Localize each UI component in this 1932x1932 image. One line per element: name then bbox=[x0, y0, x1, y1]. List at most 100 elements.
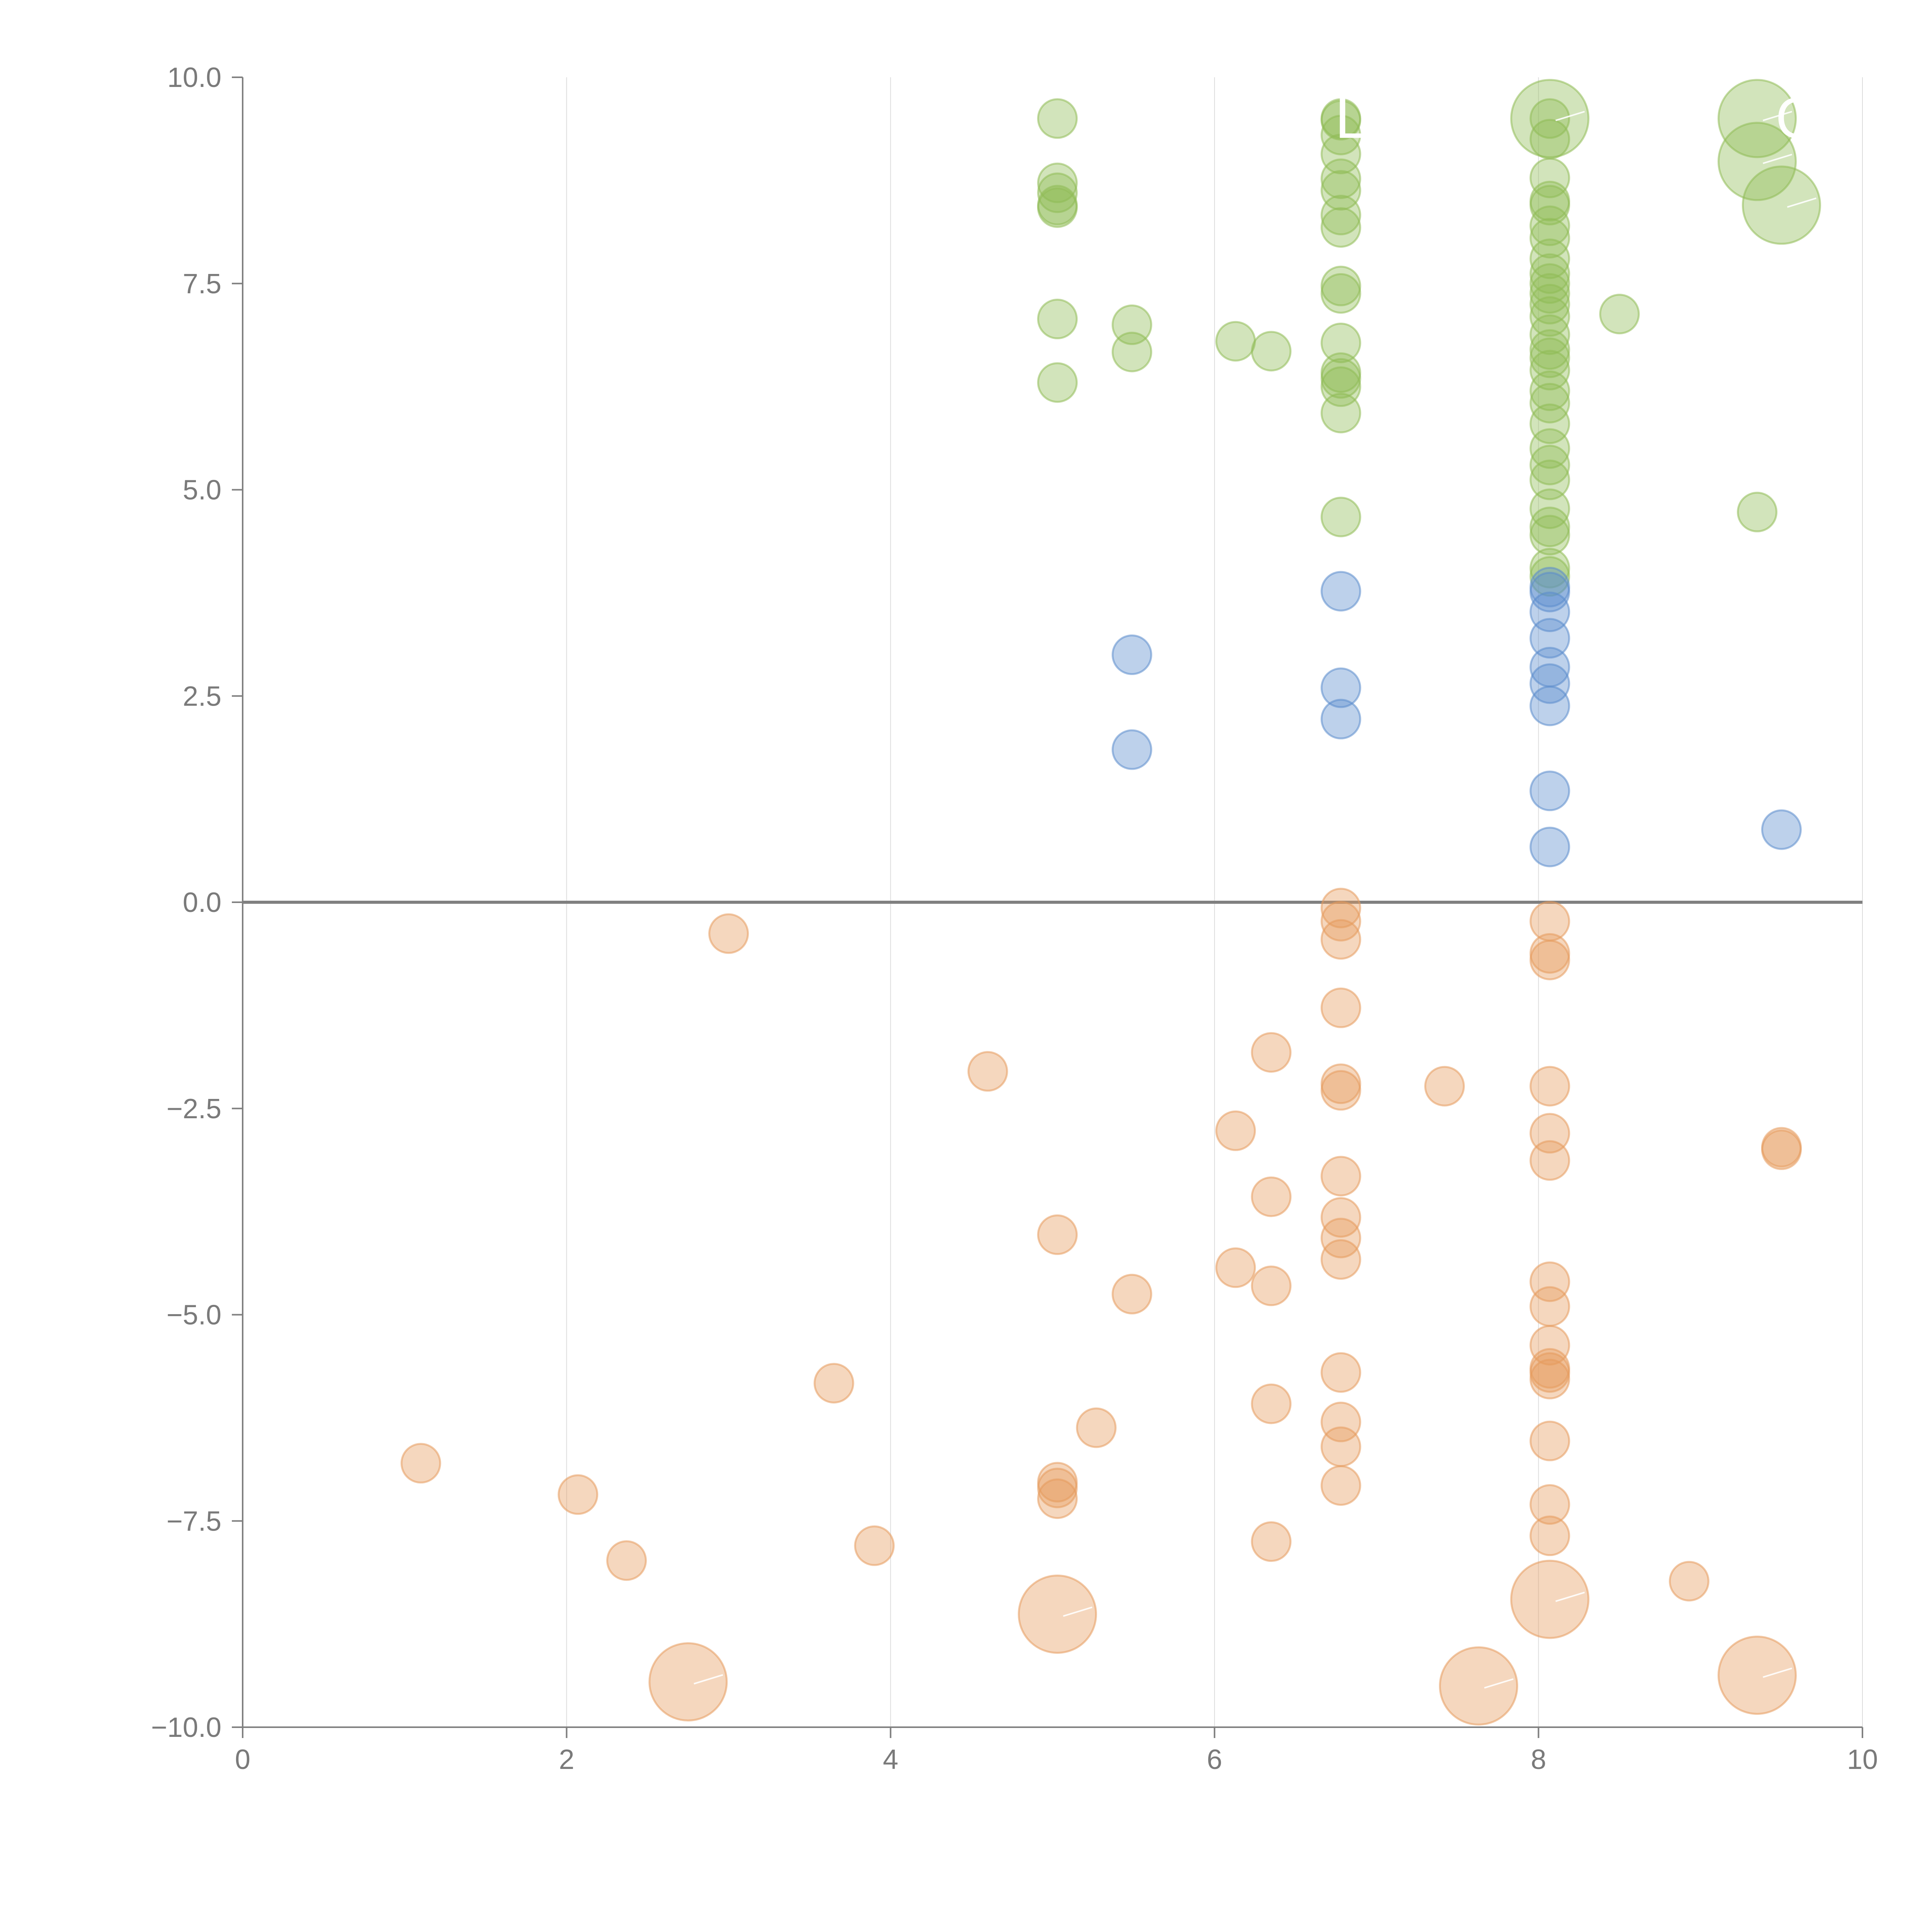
x-tick-label-5: 10 bbox=[1847, 1744, 1878, 1775]
positive-point-49 bbox=[1529, 459, 1570, 500]
negative-point-10 bbox=[1037, 1478, 1078, 1519]
positive-large-point-0 bbox=[1510, 79, 1590, 158]
bubble-label-1: S bbox=[1614, 85, 1652, 150]
x-tick-label-1: 2 bbox=[559, 1744, 574, 1775]
positive-point-20 bbox=[1320, 273, 1361, 314]
negative-large-point-leader-1 bbox=[1063, 1606, 1093, 1617]
positive-point-15 bbox=[1320, 158, 1361, 199]
negative-point-47 bbox=[1529, 1420, 1570, 1461]
negative-point-15 bbox=[1251, 1032, 1292, 1073]
positive-point-27 bbox=[1529, 98, 1570, 139]
positive-large-point-leader-1 bbox=[1762, 111, 1793, 121]
negative-large-point-3 bbox=[1510, 1560, 1590, 1639]
negative-large-point-2 bbox=[1439, 1646, 1518, 1726]
y-tick-label-2: 5.0 bbox=[183, 475, 221, 506]
positive-point-23 bbox=[1320, 358, 1361, 399]
neutral-point-0 bbox=[1111, 634, 1152, 675]
positive-point-33 bbox=[1529, 218, 1570, 259]
negative-point-23 bbox=[1320, 987, 1361, 1028]
negative-large-point-0 bbox=[648, 1642, 728, 1722]
negative-point-46 bbox=[1529, 1359, 1570, 1400]
neutral-point-11 bbox=[1529, 685, 1570, 726]
negative-large-point-4 bbox=[1718, 1635, 1797, 1715]
positive-point-41 bbox=[1529, 329, 1570, 370]
positive-point-55 bbox=[1599, 294, 1640, 335]
positive-point-48 bbox=[1529, 444, 1570, 485]
positive-point-14 bbox=[1320, 134, 1361, 175]
negative-point-20 bbox=[1320, 888, 1361, 929]
negative-point-1 bbox=[558, 1474, 599, 1515]
positive-point-31 bbox=[1529, 185, 1570, 226]
negative-point-37 bbox=[1529, 939, 1570, 980]
y-tick-label-3: 2.5 bbox=[183, 681, 221, 712]
negative-point-5 bbox=[854, 1525, 895, 1566]
positive-point-46 bbox=[1529, 403, 1570, 444]
negative-point-40 bbox=[1529, 1140, 1570, 1181]
neutral-point-3 bbox=[1320, 667, 1361, 708]
y-tick-label-7: −7.5 bbox=[167, 1506, 221, 1537]
neutral-point-10 bbox=[1529, 663, 1570, 704]
negative-point-27 bbox=[1320, 1197, 1361, 1238]
neutral-point-14 bbox=[1761, 809, 1802, 850]
negative-point-7 bbox=[1037, 1214, 1078, 1255]
negative-point-25 bbox=[1320, 1070, 1361, 1111]
neutral-point-2 bbox=[1320, 571, 1361, 612]
negative-point-30 bbox=[1320, 1352, 1361, 1393]
negative-point-41 bbox=[1529, 1261, 1570, 1302]
x-tick-label-2: 4 bbox=[883, 1744, 898, 1775]
negative-point-32 bbox=[1320, 1426, 1361, 1467]
negative-point-28 bbox=[1320, 1218, 1361, 1259]
negative-point-3 bbox=[708, 913, 749, 954]
negative-point-38 bbox=[1529, 1066, 1570, 1107]
positive-point-40 bbox=[1529, 314, 1570, 355]
negative-point-31 bbox=[1320, 1401, 1361, 1442]
positive-point-10 bbox=[1251, 331, 1292, 372]
negative-point-34 bbox=[1424, 1066, 1465, 1107]
positive-point-54 bbox=[1529, 556, 1570, 597]
positive-point-0 bbox=[1037, 98, 1078, 139]
negative-point-17 bbox=[1251, 1265, 1292, 1306]
negative-point-0 bbox=[400, 1443, 441, 1484]
positive-point-16 bbox=[1320, 170, 1361, 211]
negative-point-49 bbox=[1529, 1515, 1570, 1556]
positive-point-9 bbox=[1215, 321, 1256, 362]
negative-point-42 bbox=[1529, 1286, 1570, 1327]
positive-point-26 bbox=[1320, 497, 1361, 537]
negative-point-50 bbox=[1668, 1561, 1709, 1602]
bubble-label-2: OV bbox=[1776, 85, 1859, 150]
negative-point-14 bbox=[1215, 1247, 1256, 1288]
neutral-point-8 bbox=[1529, 618, 1570, 659]
positive-point-8 bbox=[1111, 332, 1152, 372]
positive-point-44 bbox=[1529, 370, 1570, 411]
y-tick-label-6: −5.0 bbox=[167, 1300, 221, 1331]
data-points bbox=[400, 79, 1821, 1726]
positive-point-38 bbox=[1529, 284, 1570, 325]
positive-point-18 bbox=[1320, 207, 1361, 248]
negative-large-point-leader-4 bbox=[1762, 1667, 1793, 1678]
bubble-labels: L S OV bbox=[1335, 85, 1859, 150]
positive-point-17 bbox=[1320, 195, 1361, 236]
positive-point-25 bbox=[1320, 393, 1361, 434]
y-tick-label-5: −2.5 bbox=[167, 1094, 221, 1124]
negative-large-point-leader-0 bbox=[694, 1674, 723, 1685]
negative-point-13 bbox=[1215, 1110, 1256, 1151]
y-tick-label-1: 7.5 bbox=[183, 269, 221, 299]
neutral-point-13 bbox=[1529, 827, 1570, 867]
negative-point-18 bbox=[1251, 1383, 1292, 1424]
negative-point-33 bbox=[1320, 1465, 1361, 1506]
positive-point-1 bbox=[1037, 162, 1078, 203]
positive-point-36 bbox=[1529, 263, 1570, 304]
positive-point-51 bbox=[1529, 507, 1570, 548]
y-tick-label-0: 10.0 bbox=[167, 62, 221, 93]
negative-point-52 bbox=[1761, 1129, 1802, 1170]
y-tick-label-4: 0.0 bbox=[183, 887, 221, 918]
positive-point-45 bbox=[1529, 383, 1570, 423]
positive-point-4 bbox=[1037, 187, 1078, 228]
negative-large-point-leader-2 bbox=[1484, 1678, 1514, 1689]
negative-point-29 bbox=[1320, 1239, 1361, 1280]
bubble-label-0: L bbox=[1335, 85, 1367, 150]
positive-point-21 bbox=[1320, 322, 1361, 363]
negative-point-19 bbox=[1251, 1521, 1292, 1562]
negative-point-26 bbox=[1320, 1156, 1361, 1197]
